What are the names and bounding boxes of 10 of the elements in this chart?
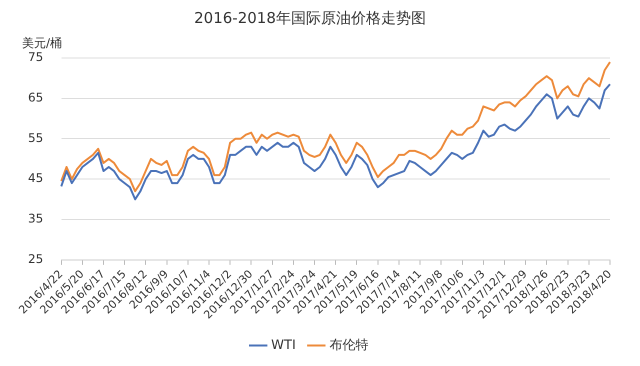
y-tick-label: 25: [28, 252, 44, 266]
y-tick-label: 35: [28, 212, 44, 226]
y-tick-label: 55: [28, 130, 44, 145]
y-tick-label: 45: [28, 171, 44, 186]
chart-title: 2016-2018年国际原油价格走势图: [194, 8, 426, 27]
y-tick-label: 65: [28, 90, 44, 104]
y-tick-label: 75: [28, 50, 44, 64]
legend-label: WTI: [271, 338, 296, 353]
legend-label: 布伦特: [329, 338, 368, 353]
y-axis-title: 美元/桶: [22, 36, 62, 50]
